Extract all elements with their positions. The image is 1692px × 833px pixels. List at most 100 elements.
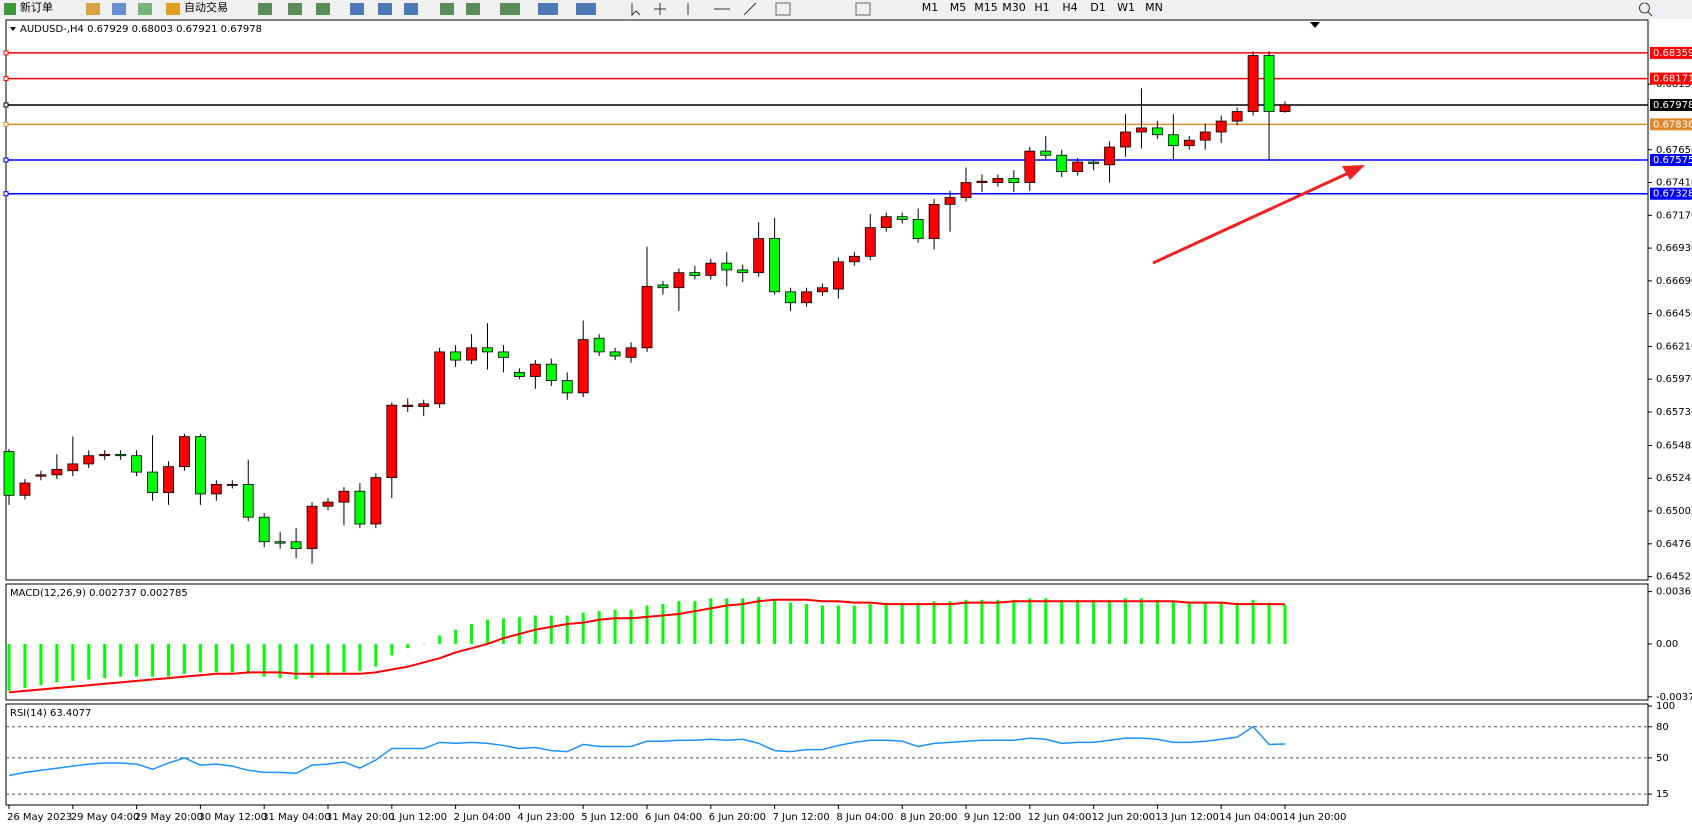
macd-bar <box>964 599 968 644</box>
rsi-line <box>8 725 1286 777</box>
search[interactable] <box>1639 2 1653 17</box>
y-tick-label: 0.003676 <box>1656 587 1692 598</box>
macd-bar <box>23 643 27 689</box>
timeframe-button[interactable]: W1 <box>1117 1 1135 14</box>
tile[interactable] <box>404 3 418 15</box>
macd-bar <box>1203 602 1207 644</box>
indicators[interactable] <box>500 3 520 15</box>
candle-body <box>19 482 31 496</box>
macd-bar <box>486 619 489 644</box>
macd-bar <box>613 609 617 644</box>
candle-body <box>258 516 270 543</box>
timeframe-button[interactable]: M5 <box>950 1 967 14</box>
macd-panel <box>5 583 1649 701</box>
timeframe-button[interactable]: D1 <box>1090 1 1105 14</box>
new-order-icon[interactable] <box>4 3 16 15</box>
candle-body <box>115 453 127 457</box>
macd-bar <box>900 602 904 644</box>
zoom-in[interactable] <box>350 3 364 15</box>
toolbar-icon[interactable] <box>258 3 272 15</box>
main-panel <box>5 19 1649 581</box>
x-tick-label: 14 Jun 20:00 <box>1283 812 1347 823</box>
toolbar-icon[interactable] <box>775 2 791 16</box>
timeframe-button[interactable]: MN <box>1145 1 1163 14</box>
macd-bar <box>422 643 426 645</box>
level-handle <box>3 191 9 197</box>
timeframe-button[interactable]: M15 <box>974 1 998 14</box>
zoom-out[interactable] <box>378 3 392 15</box>
new-order[interactable]: 新订单 <box>20 0 53 14</box>
candle-body <box>210 483 222 495</box>
macd-bar <box>517 616 521 644</box>
timeframe-button[interactable]: M1 <box>922 1 939 14</box>
toolbar-icon[interactable] <box>316 3 330 15</box>
macd-bar <box>135 643 139 677</box>
macd-bar <box>789 602 793 644</box>
candle-body <box>817 287 828 293</box>
candle-body <box>131 455 143 473</box>
candle-body <box>338 490 350 503</box>
toolbar-icon[interactable] <box>288 3 302 15</box>
toolbar-icon[interactable] <box>138 3 152 15</box>
candle-body <box>641 285 653 349</box>
periods[interactable] <box>538 3 558 15</box>
toolbar-icon[interactable] <box>440 3 454 15</box>
macd-bar <box>294 643 298 680</box>
level-label: 0.68171 <box>1653 74 1692 85</box>
line-tools[interactable] <box>687 2 757 16</box>
toolbar-icon[interactable] <box>112 3 126 15</box>
x-tick-label: 31 May 20:00 <box>326 812 395 823</box>
macd-bar <box>757 596 761 644</box>
candle-body <box>561 380 573 394</box>
toolbar-icon[interactable] <box>466 3 480 15</box>
level-label-bg <box>1650 118 1692 131</box>
candle-body <box>418 403 430 407</box>
candle-body <box>801 291 812 304</box>
candle-body <box>1247 55 1259 112</box>
auto-trade[interactable]: 自动交易 <box>184 0 228 14</box>
x-tick-label: 9 Jun 12:00 <box>964 812 1021 823</box>
candle-body <box>306 505 318 549</box>
toolbar-icon[interactable] <box>855 2 871 16</box>
level-label-bg <box>1650 98 1692 111</box>
candle-body <box>529 363 541 377</box>
auto-trade-icon[interactable] <box>166 3 180 15</box>
x-tick-label: 6 Jun 04:00 <box>645 812 702 823</box>
candle-body <box>226 483 238 486</box>
timeframe-button[interactable]: M30 <box>1002 1 1026 14</box>
x-tick-label: 4 Jun 23:00 <box>517 812 574 823</box>
x-tick-label: 5 Jun 12:00 <box>581 812 638 823</box>
level-label-bg <box>1650 187 1692 200</box>
candle-body <box>466 347 477 361</box>
cursor-tool[interactable] <box>631 3 641 17</box>
timeframe-button[interactable]: H1 <box>1034 1 1049 14</box>
candle-body <box>833 261 844 290</box>
x-tick-label: 31 May 04:00 <box>262 812 331 823</box>
x-tick-label: 8 Jun 04:00 <box>836 812 893 823</box>
macd-bar <box>1076 599 1080 644</box>
macd-bar <box>151 643 155 677</box>
marks: 0.64525 0.64765 0.65005 0.65245 0.65485 0.657… <box>3 46 1692 823</box>
crosshair-tool[interactable] <box>654 3 666 15</box>
annotation-arrowhead <box>1342 165 1365 180</box>
annotation-arrow <box>1152 168 1356 265</box>
macd-bar <box>709 598 713 644</box>
y-tick-label: 15 <box>1656 789 1669 800</box>
macd-bar <box>262 643 266 677</box>
candle-body <box>976 180 988 183</box>
macd-bar <box>246 643 250 674</box>
candle-body <box>577 339 589 394</box>
toolbar-icon[interactable] <box>86 3 100 15</box>
y-tick-label: 0.65005 <box>1656 506 1692 517</box>
candle-body <box>402 404 414 407</box>
macd-bar <box>470 623 474 644</box>
timeframe-button[interactable]: H4 <box>1062 1 1077 14</box>
templates[interactable] <box>576 3 596 15</box>
